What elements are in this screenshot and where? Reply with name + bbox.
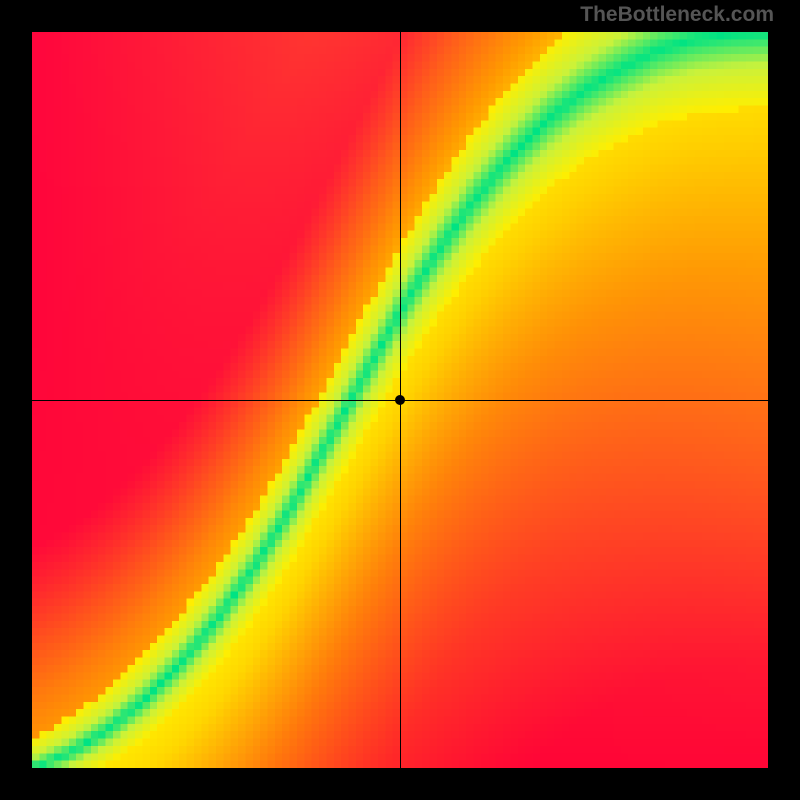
watermark-label: TheBottleneck.com [580,3,774,27]
selection-marker[interactable] [395,395,405,405]
